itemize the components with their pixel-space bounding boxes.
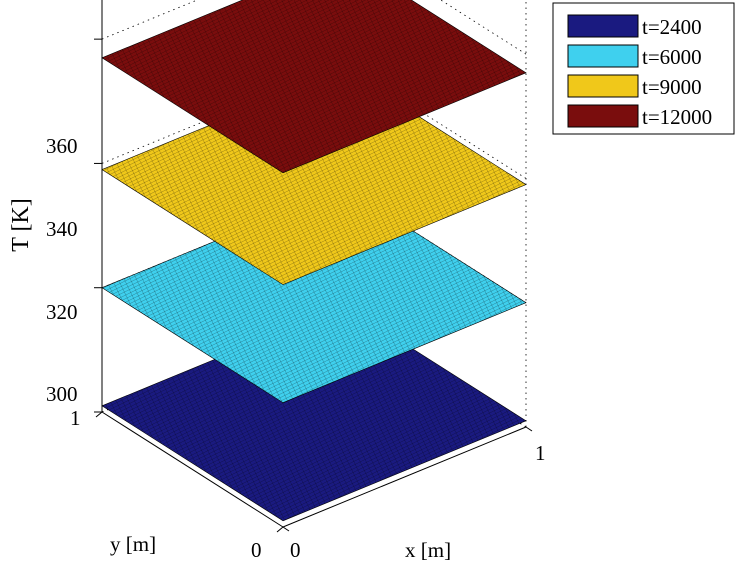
legend-swatch-t9000 — [567, 74, 639, 98]
z-tick-300: 300 — [46, 382, 78, 406]
legend: t=2400 t=6000 t=9000 t=12000 — [552, 2, 735, 135]
legend-entry: t=9000 — [567, 74, 702, 99]
z-axis-label: T [K] — [8, 198, 34, 252]
legend-swatch-t6000 — [567, 44, 639, 68]
x-tick-mark — [525, 426, 533, 432]
legend-swatch-t2400 — [567, 14, 639, 38]
x-tick-1: 1 — [535, 441, 546, 465]
z-tick-320: 320 — [46, 300, 78, 324]
y-axis-line — [101, 411, 284, 528]
legend-label: t=2400 — [642, 15, 702, 39]
y-tick-0: 0 — [251, 538, 262, 562]
y-tick-1: 1 — [70, 406, 81, 430]
y-tick-mark — [276, 526, 284, 533]
legend-label: t=9000 — [642, 75, 702, 99]
surface-mesh — [102, 0, 526, 173]
legend-label: t=12000 — [642, 105, 712, 129]
legend-entry: t=2400 — [567, 14, 702, 39]
legend-label: t=6000 — [642, 45, 702, 69]
x-tick-0: 0 — [290, 538, 301, 562]
legend-entry: t=6000 — [567, 44, 702, 69]
surface-t12000 — [101, 0, 527, 174]
y-tick-mark — [95, 411, 103, 418]
surfaces — [101, 0, 527, 522]
surface-mesh — [102, 305, 526, 521]
tick-labels: 300 320 340 360 1 0 0 1 — [46, 134, 546, 562]
x-axis-line — [282, 426, 527, 528]
z-tick-340: 340 — [46, 217, 78, 241]
z-tick-360: 360 — [46, 134, 78, 158]
x-axis-label: x [m] — [405, 538, 451, 562]
axes — [94, 0, 533, 533]
y-axis-label: y [m] — [110, 532, 156, 556]
legend-swatch-t12000 — [567, 104, 639, 128]
surface-mesh — [102, 187, 526, 403]
legend-entry: t=12000 — [567, 104, 712, 129]
surface-mesh — [102, 69, 526, 285]
x-tick-mark — [282, 526, 290, 532]
